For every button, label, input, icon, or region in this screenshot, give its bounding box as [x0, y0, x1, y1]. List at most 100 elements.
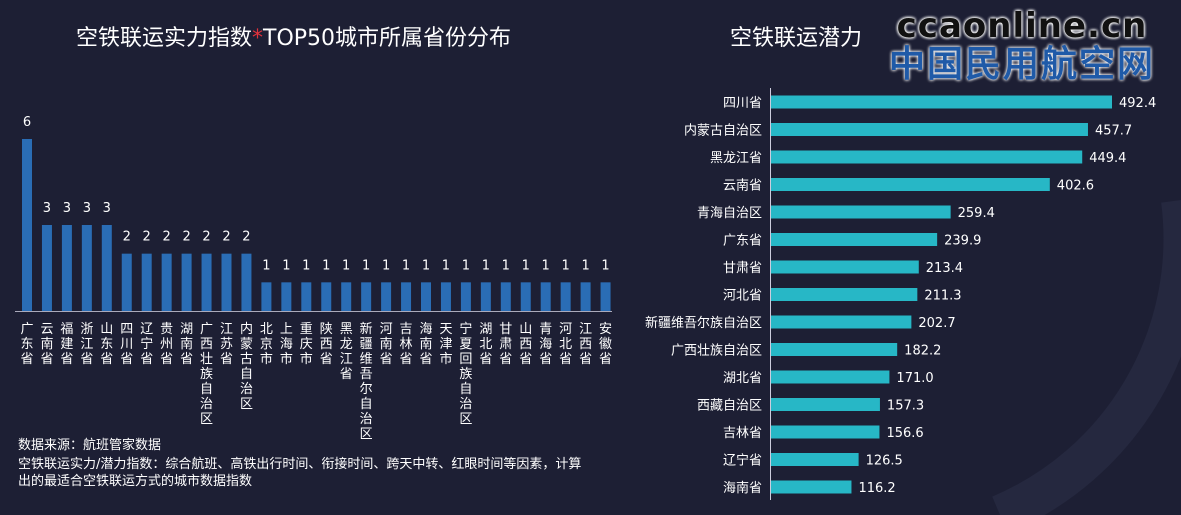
bar [261, 282, 272, 311]
category-label: 广东省 [723, 234, 762, 249]
bar [560, 282, 571, 311]
bar-value-label: 1 [322, 258, 330, 273]
category-label: 湖北省 [723, 371, 762, 386]
bar-value-label: 156.6 [886, 426, 923, 441]
bar [281, 282, 292, 311]
bar [241, 253, 252, 311]
bar-value-label: 1 [522, 258, 530, 273]
category-label: 宁夏回族自治区 [459, 321, 472, 427]
bar-value-label: 1 [282, 258, 290, 273]
category-label: 江苏省 [220, 322, 233, 367]
category-label: 广西壮族自治区 [200, 322, 213, 427]
bar-value-label: 492.4 [1119, 96, 1156, 111]
note-source: 数据来源：航班管家数据 [18, 438, 162, 453]
title-prefix: 空铁联运实力指数 [76, 26, 253, 51]
bar-value-label: 1 [422, 258, 430, 273]
bar [520, 282, 531, 311]
bar [201, 253, 212, 311]
category-label: 吉林省 [723, 426, 762, 441]
category-label: 云南省 [40, 322, 53, 367]
category-label: 甘肃省 [499, 322, 512, 367]
category-label: 广西壮族自治区 [671, 343, 762, 359]
category-label: 云南省 [723, 178, 762, 194]
bar [41, 225, 52, 311]
category-label: 湖北省 [479, 322, 492, 367]
bar [440, 282, 451, 311]
bar-value-label: 402.6 [1057, 179, 1094, 194]
category-label: 河南省 [380, 322, 393, 367]
bar-value-label: 1 [562, 258, 570, 273]
bar-value-label: 3 [63, 201, 71, 216]
bar [321, 282, 332, 311]
bar-value-label: 449.4 [1089, 151, 1126, 166]
bar-value-label: 157.3 [887, 399, 924, 414]
bar-value-label: 259.4 [958, 206, 995, 221]
bar-value-label: 202.7 [918, 316, 955, 331]
bar-value-label: 1 [442, 258, 450, 273]
bar-value-label: 1 [581, 258, 589, 273]
bar [580, 282, 591, 311]
bar [61, 225, 72, 311]
bar-value-label: 171.0 [896, 371, 933, 386]
category-label: 北京市 [260, 322, 273, 367]
category-label: 青海省 [539, 322, 552, 367]
right-chart-title: 空铁联运潜力 [730, 26, 863, 51]
bar-value-label: 2 [242, 230, 250, 245]
bar [600, 282, 611, 311]
left-chart-title: 空铁联运实力指数*TOP50城市所属省份分布 [76, 20, 511, 52]
category-label: 内蒙古自治区 [240, 321, 253, 412]
bar-value-label: 116.2 [858, 481, 895, 496]
bar [22, 139, 32, 311]
bar-value-label: 1 [462, 258, 470, 273]
bar-value-label: 126.5 [866, 454, 903, 469]
bar [771, 480, 852, 494]
bar [771, 233, 938, 246]
category-label: 四川省 [723, 96, 762, 111]
category-label: 甘肃省 [723, 261, 762, 276]
note-definition: 空铁联运实力/潜力指数：综合航班、高铁出行时间、衔接时间、跨天中转、红眼时间等因… [18, 457, 582, 472]
bar-value-label: 211.3 [924, 289, 961, 304]
category-label: 陕西省 [320, 322, 333, 367]
bar [771, 453, 859, 466]
bar [401, 282, 412, 311]
category-label: 辽宁省 [140, 322, 153, 367]
category-label: 海南省 [723, 480, 762, 496]
bar [381, 282, 392, 311]
bar-value-label: 1 [542, 258, 550, 273]
bar-value-label: 2 [222, 230, 230, 245]
category-label: 新疆维吾尔自治区 [360, 321, 373, 442]
bar [771, 178, 1050, 191]
bar-value-label: 1 [502, 258, 510, 273]
bar [540, 282, 551, 311]
category-label: 河北省 [723, 289, 762, 304]
bar-value-label: 2 [202, 230, 210, 245]
bar-value-label: 182.2 [904, 344, 941, 359]
bar [771, 205, 951, 219]
bar [221, 253, 232, 311]
category-label: 广东省 [20, 322, 33, 367]
bar-value-label: 3 [103, 201, 111, 216]
bar [771, 315, 912, 329]
category-label: 海南省 [419, 322, 432, 367]
category-label: 江西省 [579, 322, 592, 367]
category-label: 黑龙江省 [710, 151, 762, 166]
bar [771, 123, 1088, 136]
bar [460, 282, 471, 311]
bar-value-label: 1 [342, 258, 350, 273]
bar [480, 282, 491, 311]
category-label: 湖南省 [180, 322, 193, 367]
note-definition-cont: 出的最适合空铁联运方式的城市数据指数 [18, 474, 253, 489]
bar [771, 343, 898, 356]
bar [141, 253, 152, 311]
bar-value-label: 6 [23, 115, 31, 130]
bar-value-label: 213.4 [926, 261, 963, 276]
bar-value-label: 3 [83, 201, 91, 216]
bar-value-label: 1 [302, 258, 310, 273]
category-label: 贵州省 [160, 322, 173, 367]
bar [771, 425, 880, 439]
category-label: 山东省 [100, 322, 113, 367]
category-label: 上海市 [280, 322, 293, 367]
category-label: 天津市 [439, 322, 452, 367]
bar [771, 150, 1083, 164]
